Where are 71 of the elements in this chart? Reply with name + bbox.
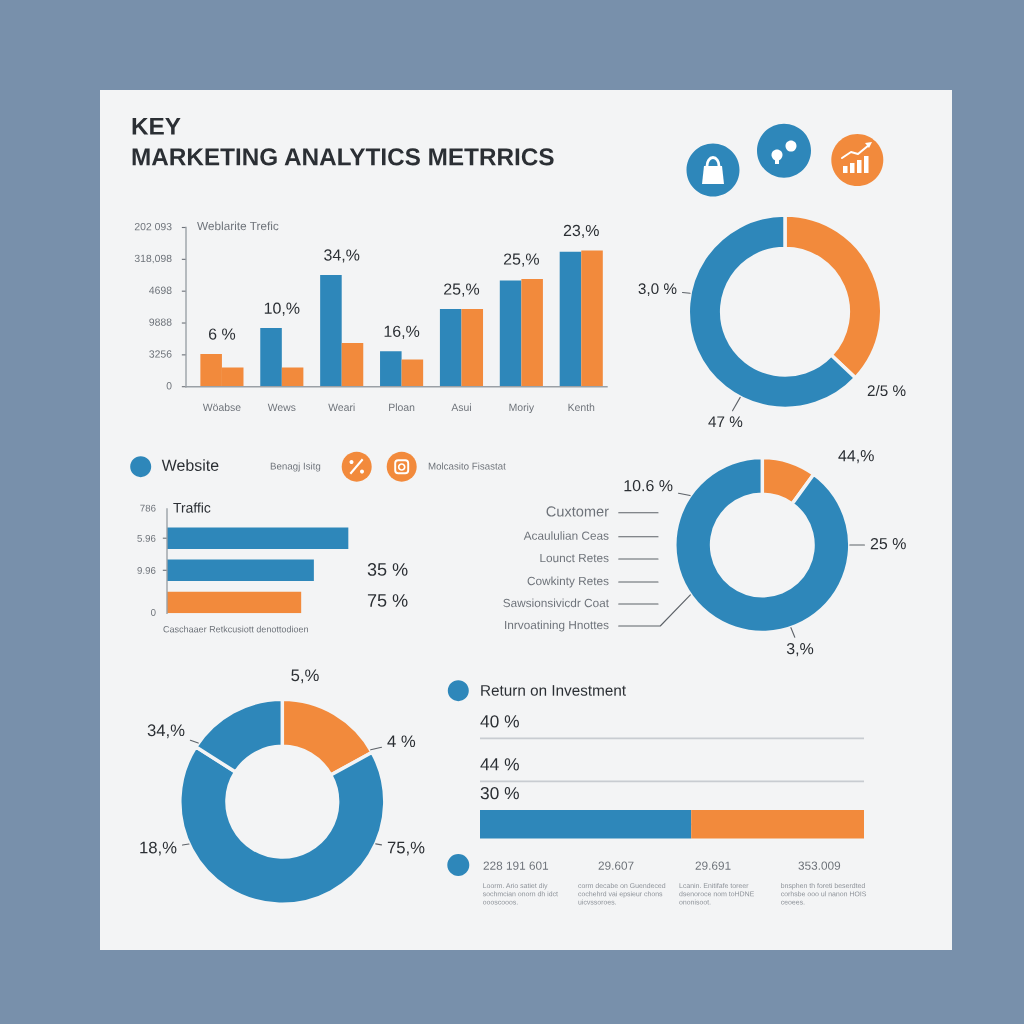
bar bbox=[499, 280, 522, 387]
bar bbox=[581, 250, 603, 387]
text: 10.6 % bbox=[624, 479, 673, 492]
bar bbox=[559, 251, 582, 387]
text: Cowkinty Retes bbox=[527, 576, 609, 588]
text: 29.691 bbox=[695, 861, 731, 870]
text: Website bbox=[161, 459, 219, 471]
text: Cuxtomer bbox=[546, 506, 609, 517]
text: 29.607 bbox=[598, 861, 634, 870]
x-tick-label: Kenth bbox=[568, 403, 595, 412]
bar bbox=[281, 367, 304, 387]
bar bbox=[439, 309, 462, 387]
text: 34,% bbox=[147, 724, 185, 739]
x-tick-label: Ploan bbox=[389, 403, 415, 412]
chart-title: Return on Investment bbox=[481, 685, 626, 696]
text: 3,% bbox=[786, 642, 814, 657]
text: 75 % bbox=[367, 594, 408, 607]
text: 18,% bbox=[140, 841, 177, 856]
chart-subtitle: Weblarite Trefic bbox=[197, 221, 279, 231]
text: 0 bbox=[150, 609, 156, 616]
text: 25 % bbox=[870, 537, 906, 550]
bar bbox=[461, 309, 484, 387]
text: 5,% bbox=[291, 669, 319, 684]
text: Lounct Retes bbox=[540, 553, 609, 563]
x-tick-label: Wöabse bbox=[202, 403, 241, 412]
annotation: 10,% bbox=[264, 302, 300, 316]
text: 4 % bbox=[387, 735, 416, 748]
bar bbox=[401, 359, 424, 387]
annotation: 25,% bbox=[444, 283, 480, 297]
text: 0 bbox=[166, 382, 172, 390]
bar bbox=[521, 279, 543, 387]
bar bbox=[320, 274, 342, 387]
annotation: 23,% bbox=[563, 224, 599, 239]
annotation: 16,% bbox=[384, 325, 420, 339]
text: Sawsionsivicdr Coat bbox=[503, 598, 609, 608]
text: 318,098 bbox=[134, 254, 172, 264]
x-tick-label: Wews bbox=[267, 403, 296, 412]
text: Acaululian Ceas bbox=[523, 531, 609, 540]
x-axis-title: Caschaaer Retkcusiott denottodioen bbox=[163, 625, 308, 633]
text: Inrvoatining Hnottes bbox=[505, 620, 609, 632]
text: 3256 bbox=[149, 350, 172, 358]
text: 3,0 % bbox=[638, 283, 677, 296]
text: 786 bbox=[140, 504, 156, 512]
x-tick-label: Moriy bbox=[509, 403, 535, 414]
text: 75,% bbox=[387, 841, 425, 856]
y-tick-label: 44 % bbox=[480, 758, 519, 771]
chart-title: Traffic bbox=[173, 502, 211, 513]
text: Molcasito Fisastat bbox=[428, 462, 506, 470]
text: 2/5 % bbox=[867, 384, 906, 397]
text: 202 093 bbox=[134, 222, 172, 231]
text: 9888 bbox=[149, 318, 172, 326]
annotation: 34,% bbox=[324, 249, 360, 263]
y-tick-label: 5.96 bbox=[137, 534, 156, 542]
text: 44,% bbox=[838, 450, 874, 464]
y-tick-label: 40 % bbox=[480, 715, 519, 728]
text: 4698 bbox=[149, 286, 172, 294]
chart-title: KEY MARKETING ANALYTICS METRRICS bbox=[132, 117, 554, 166]
y-tick-label: 9.96 bbox=[137, 567, 156, 574]
x-tick-label: Asui bbox=[451, 403, 471, 412]
bar bbox=[260, 328, 282, 387]
text: 228 191 601 bbox=[483, 861, 549, 870]
bar bbox=[341, 343, 364, 387]
text: 47 % bbox=[708, 416, 743, 428]
x-tick-label: Weari bbox=[328, 403, 355, 412]
text: Benagj Isitg bbox=[270, 462, 321, 472]
text: 35 % bbox=[367, 563, 408, 576]
y-tick-label: 30 % bbox=[480, 787, 519, 800]
annotation: 25,% bbox=[503, 253, 539, 267]
annotation: 6 % bbox=[208, 328, 236, 340]
bar bbox=[380, 351, 402, 387]
text: 353.009 bbox=[798, 861, 841, 870]
